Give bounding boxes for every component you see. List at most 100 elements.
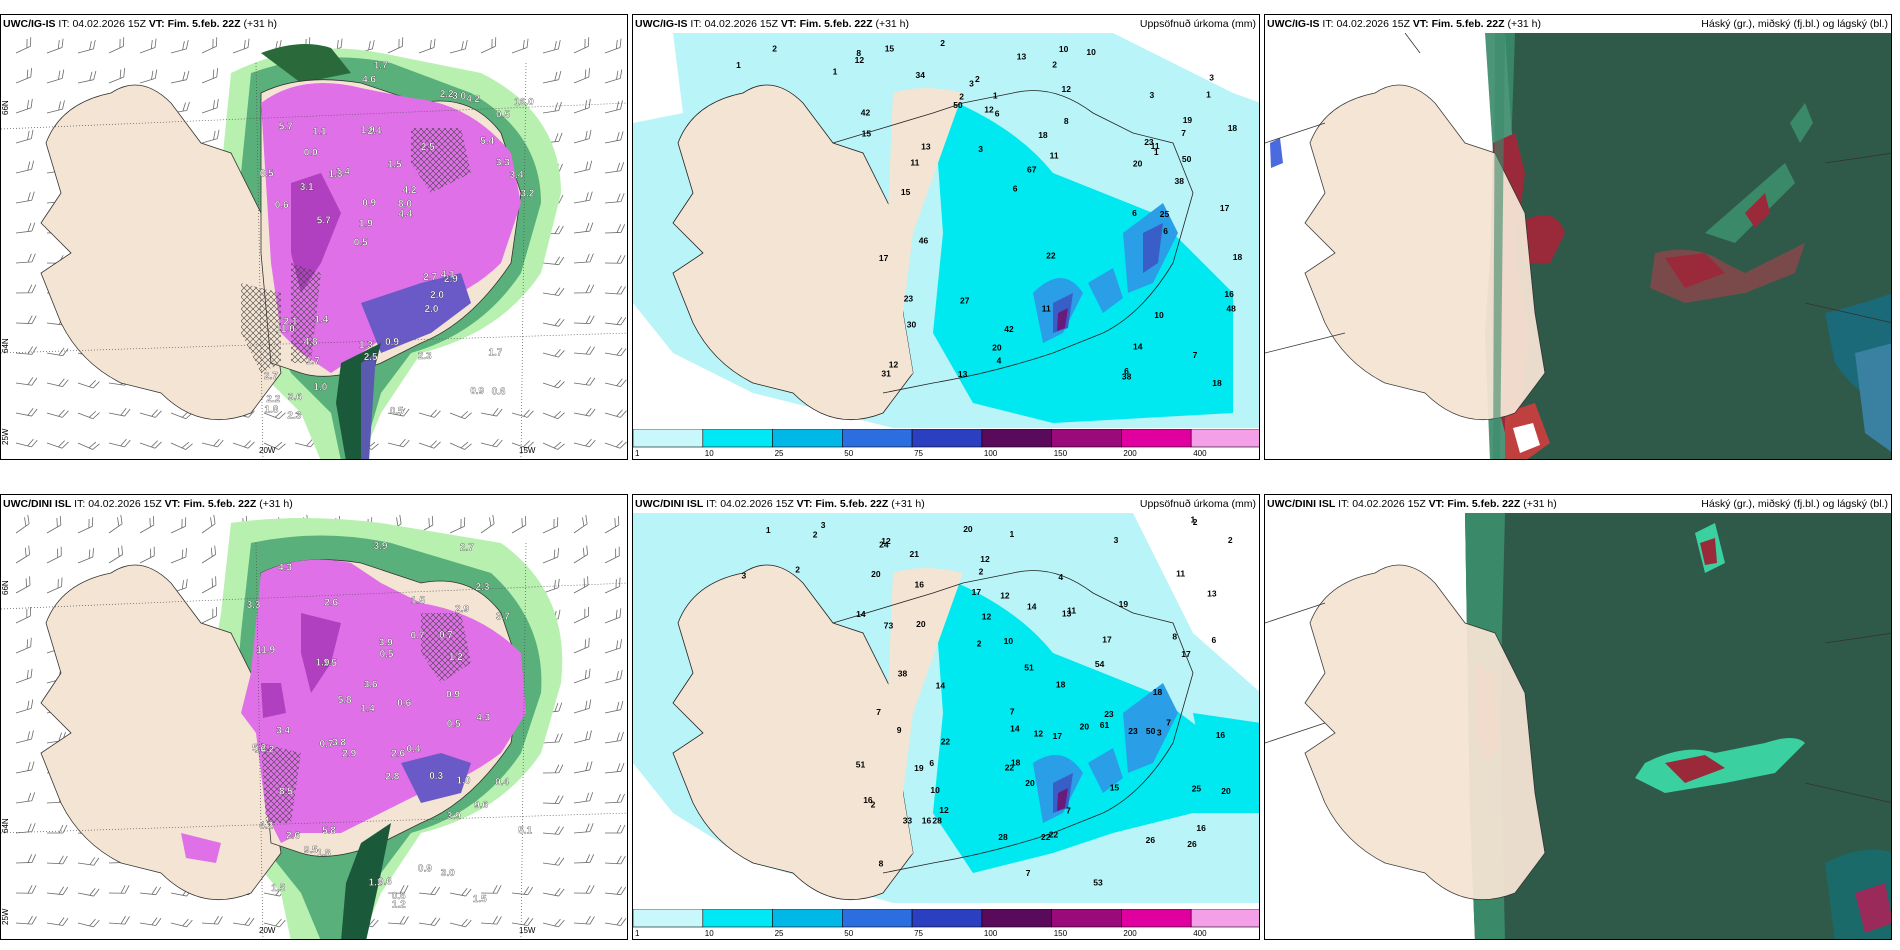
- value-label: 20: [992, 342, 1002, 352]
- value-label: 2: [813, 529, 818, 539]
- wind-barb: [573, 222, 594, 234]
- value-label: 0.6: [397, 698, 411, 709]
- value-label: 5.8: [338, 695, 352, 706]
- wind-barb: [573, 730, 592, 744]
- value-label: 6: [1124, 366, 1129, 376]
- wind-barb: [542, 764, 564, 774]
- wind-barb: [15, 68, 32, 84]
- wind-barb: [542, 70, 562, 84]
- value-label: 1: [1010, 529, 1015, 539]
- value-label: 7: [1026, 868, 1031, 878]
- wind-barb: [46, 440, 69, 449]
- value-label: 26: [1146, 835, 1156, 845]
- wind-barb: [139, 409, 162, 418]
- value-label: 7: [1010, 707, 1015, 717]
- wind-barb: [449, 517, 466, 534]
- value-label: 0.6: [492, 387, 506, 398]
- value-label: 13: [1062, 609, 1072, 619]
- wind-barb: [573, 761, 593, 774]
- wind-barb: [15, 792, 36, 804]
- value-label: 15: [901, 187, 911, 197]
- value-label: 17: [1181, 649, 1191, 659]
- wind-barb: [387, 438, 410, 448]
- wind-barb: [542, 918, 565, 928]
- value-label: 15: [1110, 782, 1120, 792]
- value-label: 5.8: [322, 826, 336, 837]
- wind-barb: [201, 545, 216, 564]
- wind-barb: [77, 857, 100, 866]
- panel-header: UWC/DINI ISL IT: 04.02.2026 15Z VT: Fim.…: [3, 498, 293, 510]
- value-label: 0.4: [407, 744, 421, 755]
- value-label: 50: [1146, 726, 1156, 736]
- wind-barb: [604, 886, 627, 896]
- value-label: 1: [993, 91, 998, 101]
- wind-barb: [170, 70, 190, 84]
- wind-barb: [15, 545, 30, 564]
- value-label: 3.9: [379, 637, 393, 648]
- wind-barb: [77, 441, 100, 450]
- value-label: 1.5: [473, 894, 487, 905]
- value-label: 3.6: [288, 392, 302, 403]
- wind-barb: [542, 380, 565, 389]
- wind-barb: [201, 98, 219, 114]
- lat-label: 64N: [1, 338, 10, 353]
- value-label: 3: [978, 144, 983, 154]
- wind-barb: [573, 514, 588, 534]
- wind-barb: [604, 347, 627, 357]
- wind-barb: [542, 733, 563, 744]
- value-label: 11: [1067, 605, 1076, 615]
- value-label: 11: [1050, 150, 1059, 160]
- wind-barb: [573, 576, 589, 594]
- snow-wind-map: 20W 15W 66N 64N 25W 0.6 3.0 2.7 1.5 2.6 3.9 0.…: [1, 513, 627, 939]
- wind-barb: [15, 37, 32, 54]
- value-label: 4.2: [259, 820, 273, 831]
- value-label: 1.7: [488, 348, 502, 359]
- value-label: 12: [1034, 728, 1044, 738]
- lon-label: 20W: [259, 446, 276, 455]
- wind-barb: [15, 438, 38, 448]
- value-label: 11: [910, 157, 919, 167]
- wind-barb: [46, 516, 62, 534]
- wind-barb: [542, 517, 559, 534]
- value-label: 3.6: [364, 680, 378, 691]
- value-label: 8.0: [398, 199, 412, 210]
- wind-barb: [232, 440, 255, 449]
- value-label: 2: [979, 566, 984, 576]
- cloud-map: [1265, 513, 1891, 939]
- value-label: 24: [879, 539, 889, 549]
- value-label: 28: [932, 815, 942, 825]
- colorbar-swatch: [1051, 429, 1122, 448]
- wind-barb: [201, 68, 218, 84]
- lat-label: 64N: [1, 818, 10, 833]
- wind-barb: [15, 253, 36, 264]
- value-label: 4.3: [278, 562, 292, 573]
- wind-barb: [573, 885, 595, 894]
- panel-bottom-right: UWC/DINI ISL IT: 04.02.2026 15Z VT: Fim.…: [1264, 494, 1892, 940]
- value-label: 3.9: [374, 541, 388, 552]
- wind-barb: [418, 38, 436, 54]
- colorbar: 1 10 25 50 75 100 150 200 400: [633, 429, 1259, 458]
- value-label: 12: [982, 611, 992, 621]
- value-label: 6: [995, 109, 1000, 119]
- value-label: 8: [879, 858, 884, 868]
- wind-barb: [604, 440, 627, 449]
- value-label: 38: [1175, 176, 1185, 186]
- value-label: 15: [862, 129, 872, 139]
- value-label: 1.7: [306, 356, 320, 367]
- wind-barb: [418, 440, 441, 449]
- panel-title: Háský (gr.), miðský (fj.bl.) og lágský (…: [1701, 498, 1888, 510]
- wind-barb: [511, 917, 534, 926]
- wind-barb: [15, 377, 38, 386]
- colorbar-swatch: [702, 909, 773, 928]
- value-label: 20: [916, 619, 926, 629]
- lat-label: 25W: [1, 908, 10, 925]
- value-label: 1.3: [359, 340, 373, 351]
- wind-barb: [542, 40, 561, 54]
- colorbar-label: 75: [914, 929, 923, 938]
- wind-barb: [604, 670, 623, 684]
- wind-barb: [480, 885, 502, 894]
- value-label: 0.0: [304, 147, 318, 158]
- wind-barb: [511, 886, 534, 896]
- value-label: 11: [1042, 304, 1051, 314]
- value-label: 2: [977, 639, 982, 649]
